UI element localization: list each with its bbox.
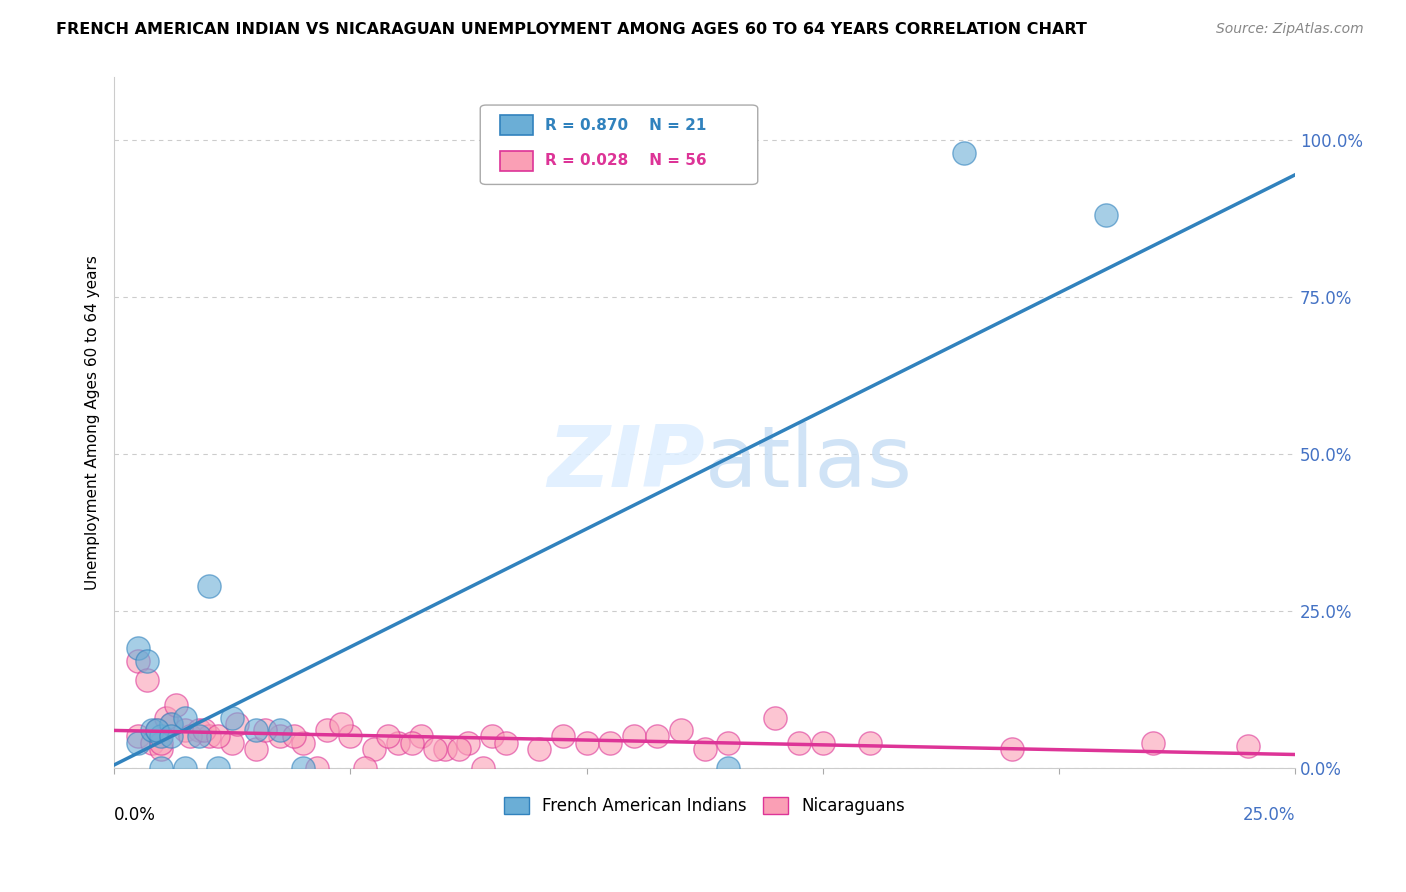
Bar	[501, 115, 533, 135]
Legend: French American Indians, Nicaraguans: French American Indians, Nicaraguans	[498, 790, 912, 822]
FancyBboxPatch shape	[481, 105, 758, 185]
Point	[160, 716, 183, 731]
Point	[575, 736, 598, 750]
Point	[811, 736, 834, 750]
Point	[141, 736, 163, 750]
Point	[339, 729, 361, 743]
Point	[953, 145, 976, 160]
Point	[787, 736, 810, 750]
Point	[283, 729, 305, 743]
Y-axis label: Unemployment Among Ages 60 to 64 years: Unemployment Among Ages 60 to 64 years	[86, 255, 100, 590]
Point	[160, 716, 183, 731]
Point	[136, 654, 159, 668]
Point	[471, 761, 494, 775]
Point	[174, 710, 197, 724]
Point	[717, 761, 740, 775]
Point	[155, 710, 177, 724]
Text: Source: ZipAtlas.com: Source: ZipAtlas.com	[1216, 22, 1364, 37]
Point	[307, 761, 329, 775]
Point	[165, 698, 187, 712]
Point	[529, 742, 551, 756]
Point	[481, 729, 503, 743]
Point	[179, 729, 201, 743]
Point	[1001, 742, 1024, 756]
Text: R = 0.870    N = 21: R = 0.870 N = 21	[546, 118, 707, 133]
Point	[669, 723, 692, 737]
Point	[245, 742, 267, 756]
Point	[254, 723, 277, 737]
Point	[221, 736, 243, 750]
Point	[174, 723, 197, 737]
Point	[292, 761, 315, 775]
Point	[193, 723, 215, 737]
Point	[145, 723, 167, 737]
Point	[623, 729, 645, 743]
Point	[127, 641, 149, 656]
Point	[245, 723, 267, 737]
Point	[401, 736, 423, 750]
Point	[188, 729, 211, 743]
Point	[353, 761, 375, 775]
Point	[717, 736, 740, 750]
Point	[188, 723, 211, 737]
Point	[141, 723, 163, 737]
Point	[315, 723, 337, 737]
Point	[197, 729, 219, 743]
Point	[329, 716, 352, 731]
Point	[160, 729, 183, 743]
Point	[136, 673, 159, 687]
Point	[495, 736, 517, 750]
Text: FRENCH AMERICAN INDIAN VS NICARAGUAN UNEMPLOYMENT AMONG AGES 60 TO 64 YEARS CORR: FRENCH AMERICAN INDIAN VS NICARAGUAN UNE…	[56, 22, 1087, 37]
Point	[387, 736, 409, 750]
Point	[1236, 739, 1258, 753]
Point	[765, 710, 787, 724]
Point	[693, 742, 716, 756]
Point	[127, 729, 149, 743]
Text: ZIP: ZIP	[547, 423, 704, 506]
Point	[207, 729, 229, 743]
Point	[447, 742, 470, 756]
Point	[599, 736, 621, 750]
Point	[411, 729, 433, 743]
Point	[150, 761, 173, 775]
Text: atlas: atlas	[704, 423, 912, 506]
Point	[377, 729, 399, 743]
Point	[1095, 209, 1118, 223]
Point	[127, 736, 149, 750]
Point	[1142, 736, 1164, 750]
Text: 25.0%: 25.0%	[1243, 805, 1295, 823]
Point	[551, 729, 574, 743]
Point	[457, 736, 479, 750]
Point	[425, 742, 447, 756]
Point	[174, 761, 197, 775]
Text: R = 0.028    N = 56: R = 0.028 N = 56	[546, 153, 707, 169]
Point	[269, 729, 291, 743]
Point	[433, 742, 456, 756]
Point	[647, 729, 669, 743]
Point	[127, 654, 149, 668]
Point	[221, 710, 243, 724]
Point	[145, 723, 167, 737]
Point	[292, 736, 315, 750]
Point	[226, 716, 249, 731]
Point	[197, 579, 219, 593]
Point	[207, 761, 229, 775]
Bar	[501, 152, 533, 170]
Point	[269, 723, 291, 737]
Text: 0.0%: 0.0%	[114, 805, 156, 823]
Point	[150, 742, 173, 756]
Point	[150, 729, 173, 743]
Point	[859, 736, 882, 750]
Point	[150, 736, 173, 750]
Point	[363, 742, 385, 756]
